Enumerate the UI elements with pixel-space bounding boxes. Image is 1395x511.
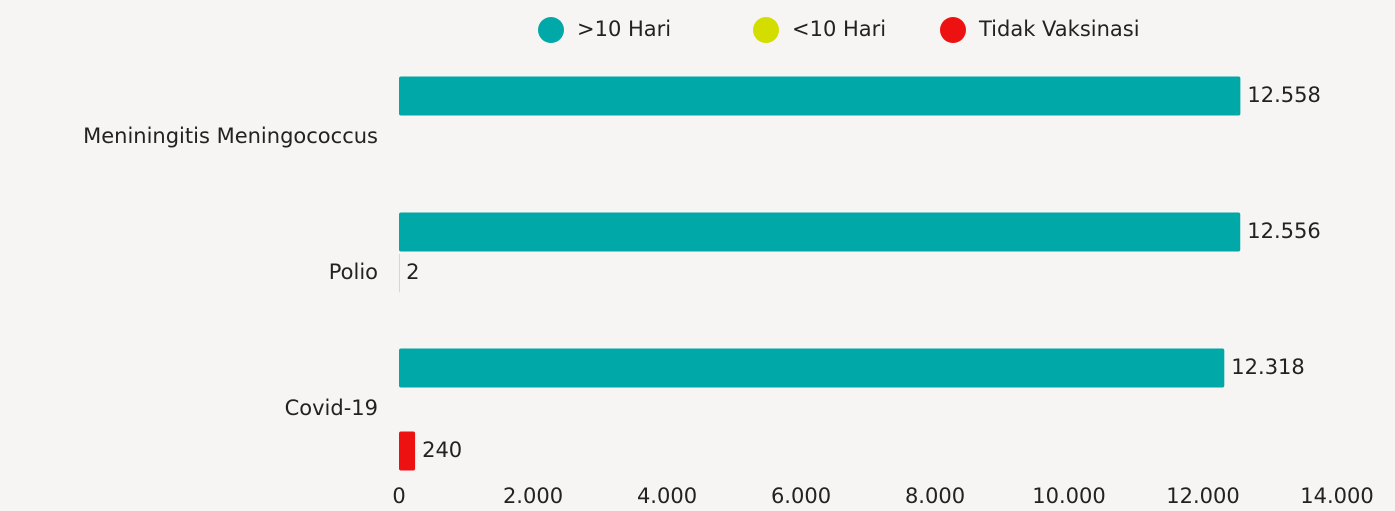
y-tick-label: Meniningitis Meningococcus bbox=[83, 124, 378, 148]
value-label: 12.556 bbox=[1247, 219, 1320, 243]
y-tick-label: Polio bbox=[329, 260, 378, 284]
value-label: 12.318 bbox=[1231, 355, 1304, 379]
x-tick-label: 4.000 bbox=[637, 484, 697, 508]
x-tick-label: 0 bbox=[392, 484, 405, 508]
legend-marker bbox=[940, 17, 966, 43]
bar bbox=[399, 76, 1241, 116]
bar bbox=[399, 431, 416, 471]
x-tick-label: 10.000 bbox=[1032, 484, 1105, 508]
value-label: 240 bbox=[422, 438, 462, 462]
bar bbox=[399, 253, 400, 293]
legend-marker bbox=[753, 17, 779, 43]
y-tick-label: Covid-19 bbox=[285, 396, 378, 420]
legend-marker bbox=[538, 17, 564, 43]
x-tick-label: 12.000 bbox=[1166, 484, 1239, 508]
value-label: 2 bbox=[406, 260, 419, 284]
x-tick-label: 14.000 bbox=[1300, 484, 1373, 508]
x-tick-label: 2.000 bbox=[503, 484, 563, 508]
legend-label: <10 Hari bbox=[792, 17, 886, 41]
x-tick-label: 6.000 bbox=[771, 484, 831, 508]
legend-label: >10 Hari bbox=[577, 17, 671, 41]
x-tick-label: 8.000 bbox=[905, 484, 965, 508]
bar bbox=[399, 348, 1225, 388]
bar bbox=[399, 212, 1241, 252]
value-label: 12.558 bbox=[1247, 83, 1320, 107]
legend-label: Tidak Vaksinasi bbox=[978, 17, 1140, 41]
